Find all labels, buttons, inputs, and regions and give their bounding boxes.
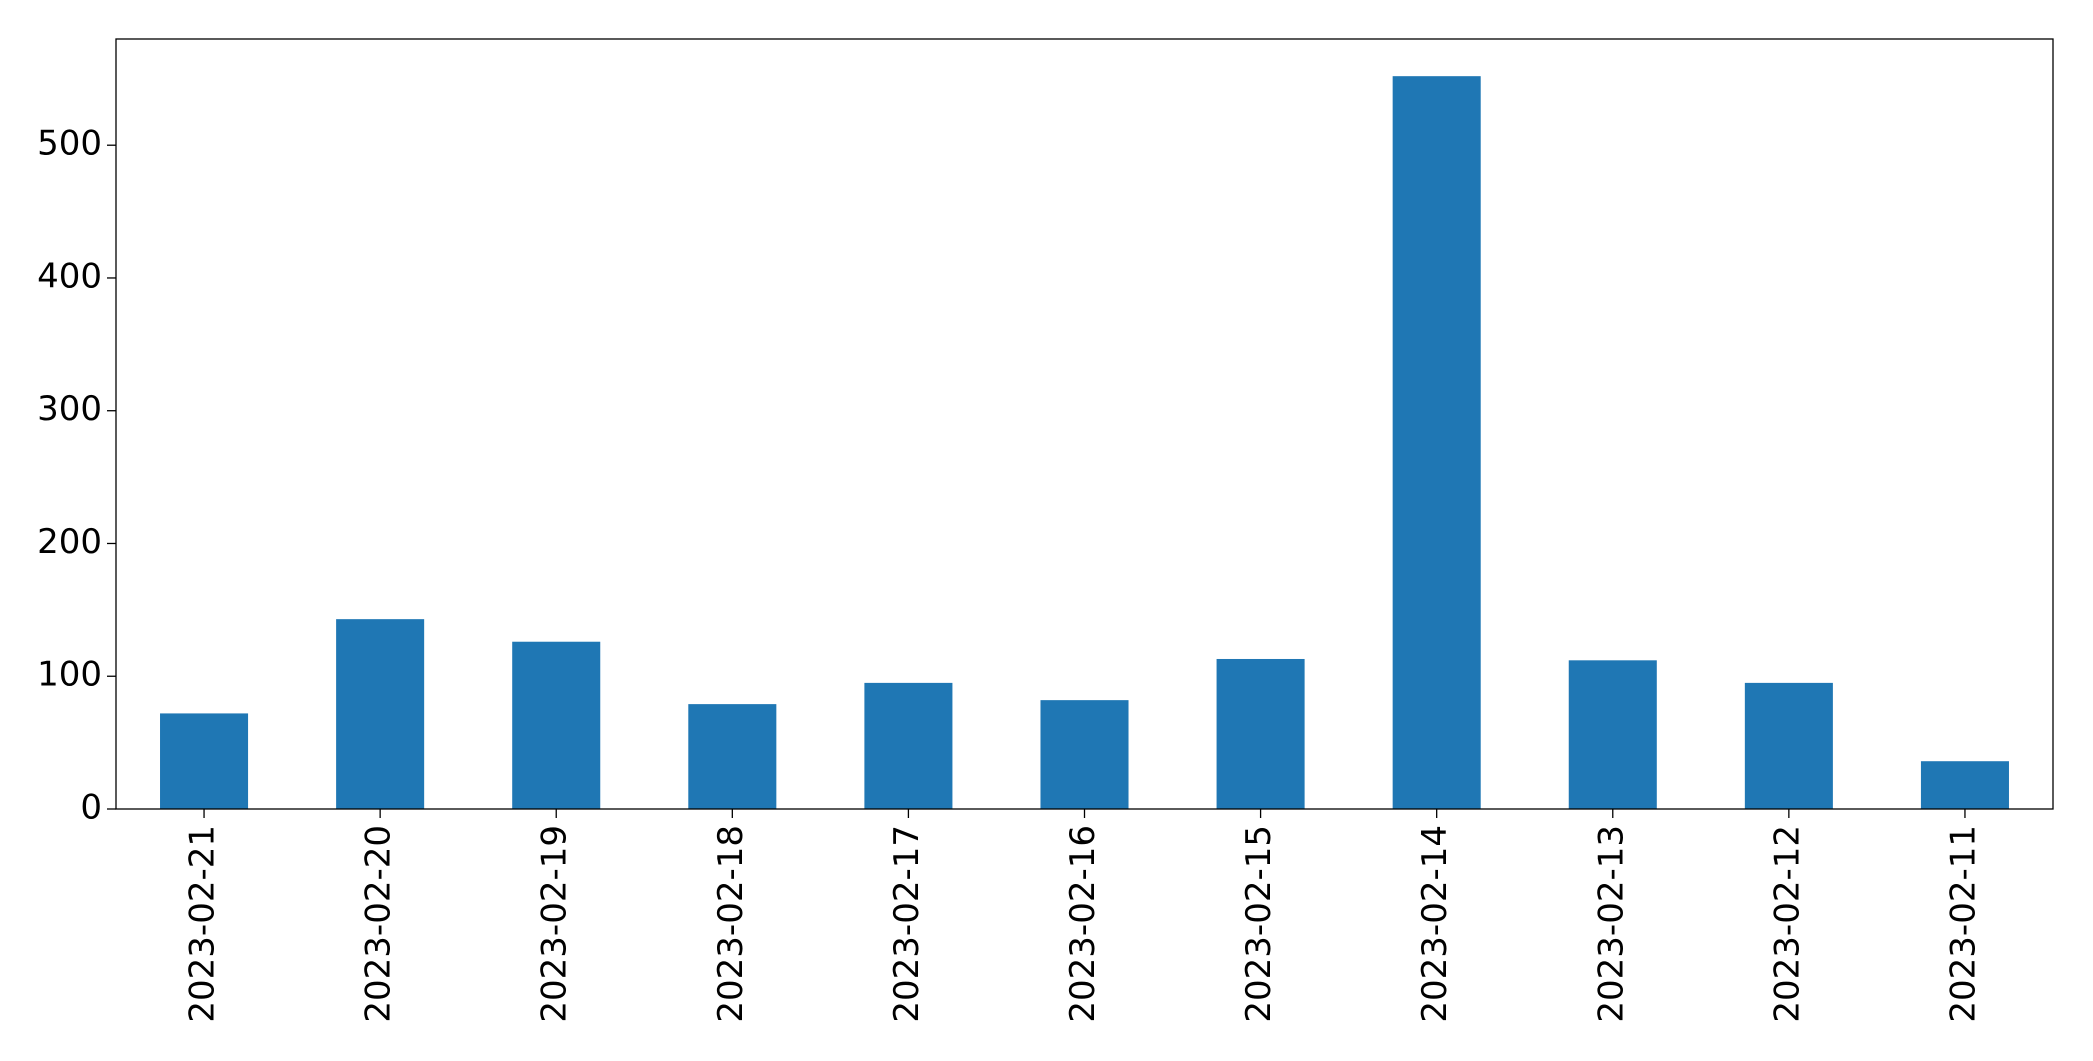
x-tick-label: 2023-02-15 — [1239, 825, 1279, 1023]
x-tick-label: 2023-02-16 — [1063, 825, 1103, 1023]
x-tick-label: 2023-02-17 — [887, 825, 927, 1023]
x-tick-label: 2023-02-18 — [711, 825, 751, 1023]
bar — [1744, 682, 1833, 809]
x-tick-label: 2023-02-20 — [359, 825, 399, 1023]
plot-frame — [115, 38, 2054, 810]
y-tick-label: 200 — [37, 522, 102, 562]
x-tick-label: 2023-02-11 — [1943, 825, 1983, 1023]
bar — [1920, 761, 2009, 809]
y-tick-label: 300 — [37, 389, 102, 429]
bar — [1216, 658, 1305, 809]
y-tick-label: 0 — [80, 788, 102, 828]
bar — [688, 704, 777, 809]
y-tick-label: 500 — [37, 124, 102, 164]
bar — [160, 713, 249, 809]
bar — [1040, 700, 1129, 809]
x-tick-label: 2023-02-21 — [183, 825, 223, 1023]
bar — [336, 619, 425, 809]
bar — [864, 682, 953, 809]
bar — [512, 641, 601, 809]
x-tick-label: 2023-02-19 — [535, 825, 575, 1023]
bar — [1392, 76, 1481, 809]
x-tick-label: 2023-02-13 — [1591, 825, 1631, 1023]
x-tick-label: 2023-02-12 — [1767, 825, 1807, 1023]
bar — [1568, 660, 1657, 809]
x-tick-label: 2023-02-14 — [1415, 825, 1455, 1023]
y-tick-label: 100 — [37, 655, 102, 695]
y-tick-label: 400 — [37, 256, 102, 296]
